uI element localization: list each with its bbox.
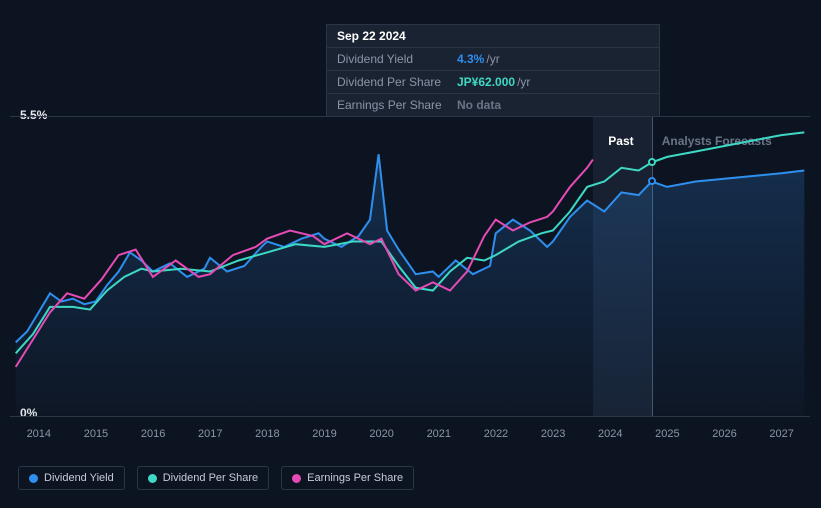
xaxis-tick: 2016	[141, 428, 165, 440]
tooltip-value: No data	[457, 98, 501, 112]
legend-dot-icon	[292, 474, 301, 483]
xaxis-tick: 2024	[598, 428, 622, 440]
chart-tooltip: Sep 22 2024 Dividend Yield 4.3% /yr Divi…	[326, 24, 660, 117]
legend-item-dividend-per-share[interactable]: Dividend Per Share	[137, 466, 269, 490]
legend-label: Dividend Per Share	[163, 472, 258, 484]
chart-legend: Dividend Yield Dividend Per Share Earnin…	[18, 466, 414, 490]
tooltip-label: Earnings Per Share	[337, 98, 457, 112]
xaxis-tick: 2015	[84, 428, 108, 440]
tooltip-row-dividend-per-share: Dividend Per Share JP¥62.000 /yr	[327, 71, 659, 94]
series-marker	[648, 158, 656, 166]
xaxis-tick: 2021	[427, 428, 451, 440]
xaxis-tick: 2014	[27, 428, 51, 440]
gridline-bottom	[10, 416, 810, 417]
legend-item-earnings-per-share[interactable]: Earnings Per Share	[281, 466, 414, 490]
tooltip-value: 4.3%	[457, 52, 484, 66]
tooltip-label: Dividend Yield	[337, 52, 457, 66]
tooltip-unit: /yr	[517, 75, 530, 89]
xaxis-tick: 2018	[255, 428, 279, 440]
xaxis-tick: 2023	[541, 428, 565, 440]
legend-label: Earnings Per Share	[307, 472, 403, 484]
tooltip-unit: /yr	[486, 52, 499, 66]
legend-label: Dividend Yield	[44, 472, 114, 484]
xaxis-tick: 2026	[712, 428, 736, 440]
tooltip-row-earnings-per-share: Earnings Per Share No data	[327, 94, 659, 116]
series-marker	[648, 177, 656, 185]
xaxis-tick: 2017	[198, 428, 222, 440]
tooltip-value: JP¥62.000	[457, 75, 515, 89]
tooltip-row-dividend-yield: Dividend Yield 4.3% /yr	[327, 48, 659, 71]
xaxis-tick: 2027	[769, 428, 793, 440]
xaxis-tick: 2019	[312, 428, 336, 440]
xaxis-tick: 2025	[655, 428, 679, 440]
tooltip-label: Dividend Per Share	[337, 75, 457, 89]
legend-dot-icon	[148, 474, 157, 483]
xaxis-tick: 2020	[369, 428, 393, 440]
chart-plot[interactable]	[10, 108, 810, 416]
legend-dot-icon	[29, 474, 38, 483]
xaxis-tick: 2022	[484, 428, 508, 440]
tooltip-title: Sep 22 2024	[327, 25, 659, 48]
legend-item-dividend-yield[interactable]: Dividend Yield	[18, 466, 125, 490]
